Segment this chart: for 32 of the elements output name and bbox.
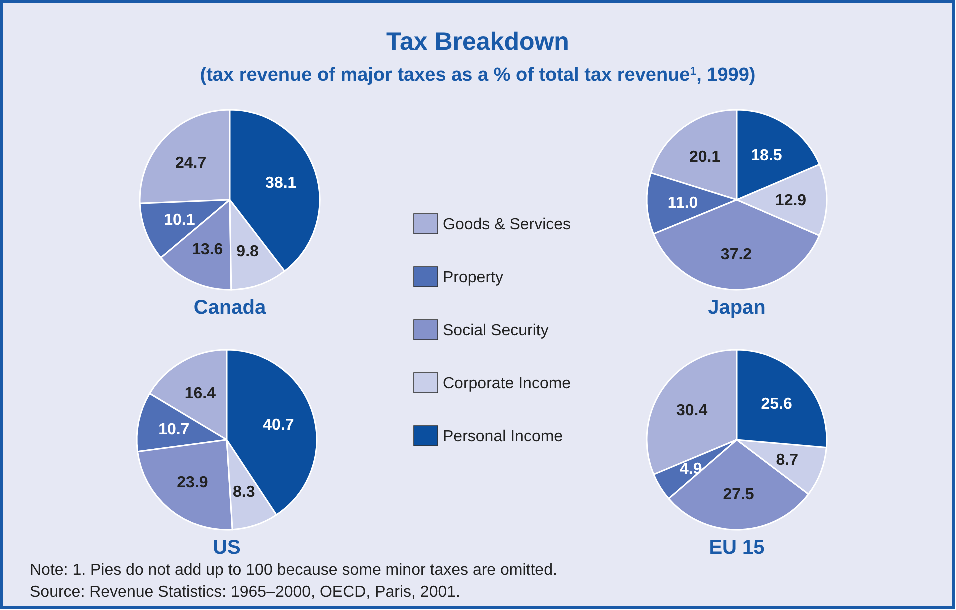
data-label: 10.7 bbox=[158, 422, 190, 439]
data-label: 38.1 bbox=[266, 175, 297, 192]
data-label: 27.5 bbox=[723, 486, 754, 504]
legend-label: Property bbox=[443, 270, 504, 286]
text: Japan bbox=[708, 297, 766, 319]
legend-label: Social Security bbox=[443, 322, 549, 340]
chart-subtitle: (tax revenue of major taxes as a % of total tax revenue$^{1}$, 1999) bbox=[200, 65, 756, 86]
legend-label: Goods & Services bbox=[443, 216, 572, 234]
data-label: 13.6 bbox=[192, 242, 224, 259]
text: US bbox=[213, 537, 241, 559]
data-label: 40.7 bbox=[263, 417, 294, 434]
text: Note: 1. Pies do not add up to 100 because some minor taxes are omitted. bbox=[30, 562, 558, 579]
chart-title: Tax Breakdown bbox=[386, 28, 570, 56]
data-label: 8.3 bbox=[233, 484, 256, 501]
data-label: 9.8 bbox=[236, 244, 260, 261]
data-label: 8.7 bbox=[776, 452, 799, 469]
data-label: 37.2 bbox=[720, 246, 752, 264]
source-note: Source: Revenue Statistics: 1965–2000, OECD, Paris, 2001. bbox=[30, 584, 460, 601]
data-label: 18.5 bbox=[751, 148, 782, 165]
data-label: 24.7 bbox=[175, 155, 207, 172]
data-label: 23.9 bbox=[177, 474, 208, 492]
text: EU 15 bbox=[709, 537, 765, 559]
data-label: 10.1 bbox=[164, 212, 196, 230]
data-label: 30.4 bbox=[676, 402, 708, 420]
legend-label: Corporate Income bbox=[443, 376, 572, 392]
legend-label: Personal Income bbox=[443, 428, 564, 446]
data-label: 25.6 bbox=[761, 396, 792, 414]
data-label: 16.4 bbox=[184, 386, 216, 403]
text: Canada bbox=[194, 297, 267, 319]
data-label: 20.1 bbox=[689, 149, 721, 166]
data-label: 11.0 bbox=[668, 194, 698, 212]
data-label: 12.9 bbox=[775, 192, 807, 210]
